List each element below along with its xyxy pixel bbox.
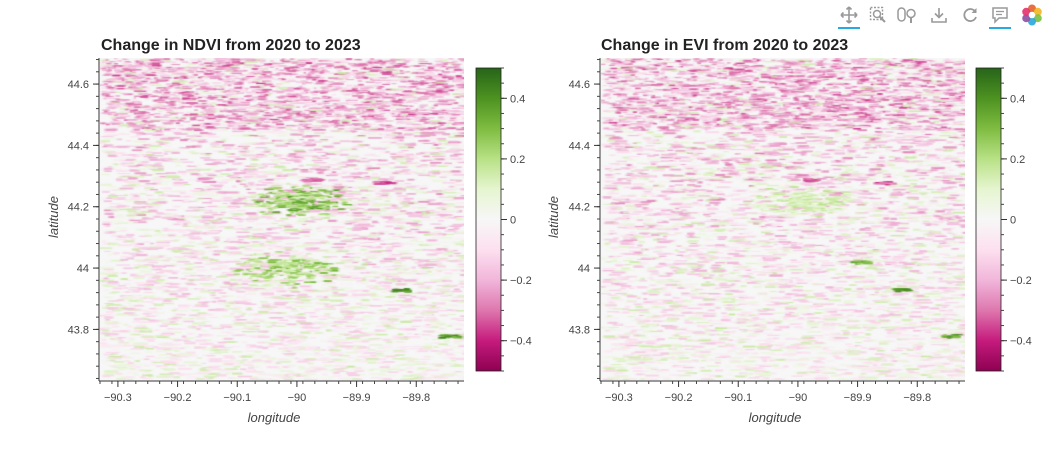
heatmap-raster[interactable] [100,58,464,380]
chart-title: Change in EVI from 2020 to 2023 [601,37,848,54]
colorbar-tick-label: 0.2 [1010,154,1025,166]
chart-panel-1: Change in NDVI from 2020 to 2023 −90.3 −90… [46,37,532,425]
y-tick-label: 44.4 [569,140,590,152]
x-tick-label: −89.9 [343,392,371,404]
bokeh-logo[interactable] [1019,3,1045,27]
y-tick-label: 44.4 [68,140,89,152]
colorbar-tick-label: 0 [1010,215,1016,227]
colorbar-tick-label: −0.4 [510,336,532,348]
y-axis-label: latitude [546,196,561,238]
box-zoom-icon [869,6,886,23]
x-tick-label: −90.1 [724,392,752,404]
wheel-zoom-tool[interactable] [895,3,921,27]
x-tick-label: −90.2 [665,392,693,404]
x-axis-label: longitude [248,410,301,425]
hover-icon [992,7,1008,24]
x-tick-label: −90.3 [605,392,633,404]
y-tick-label: 44.2 [68,202,89,214]
x-tick-label: −90.1 [223,392,251,404]
download-icon [931,8,947,23]
y-tick-label: 44.2 [569,202,590,214]
y-tick-label: 44 [77,263,89,275]
x-tick-label: −90 [288,392,307,404]
x-tick-label: −90 [789,392,808,404]
x-tick-label: −89.8 [402,392,430,404]
y-tick-label: 44.6 [68,79,89,91]
y-tick-label: 44.6 [569,79,590,91]
pan-tool[interactable] [836,3,862,29]
y-tick-label: 43.8 [569,324,590,336]
y-tick-label: 43.8 [68,324,89,336]
colorbar [975,67,1002,372]
colorbar-tick-label: −0.4 [1010,336,1032,348]
y-tick-label: 44 [578,263,590,275]
hover-tool[interactable] [987,3,1013,29]
x-axis-label: longitude [749,410,802,425]
bokeh-logo-icon [1022,4,1042,26]
y-axis-label: latitude [46,196,61,238]
x-tick-label: −89.9 [844,392,872,404]
colorbar-tick-label: −0.2 [510,275,532,287]
colorbar-tick-label: 0.4 [510,93,525,105]
colorbar-tick-label: −0.2 [1010,275,1032,287]
heatmap-raster[interactable] [601,58,965,380]
plot-toolbar [832,0,1054,30]
colorbar-tick-label: 0 [510,215,516,227]
pan-icon [840,6,858,24]
chart-panel-2: Change in EVI from 2020 to 2023 −90.3 −90.… [546,37,1032,425]
wheel-zoom-icon [897,7,916,23]
colorbar-tick-label: 0.2 [510,154,525,166]
reset-tool[interactable] [957,3,983,27]
colorbar [475,67,502,372]
save-tool[interactable] [926,3,952,27]
x-tick-label: −89.8 [903,392,931,404]
colorbar-tick-label: 0.4 [1010,93,1025,105]
x-tick-label: −90.3 [104,392,132,404]
x-tick-label: −90.2 [164,392,192,404]
reset-icon [963,8,977,22]
box-zoom-tool[interactable] [865,3,891,27]
chart-title: Change in NDVI from 2020 to 2023 [101,37,361,54]
